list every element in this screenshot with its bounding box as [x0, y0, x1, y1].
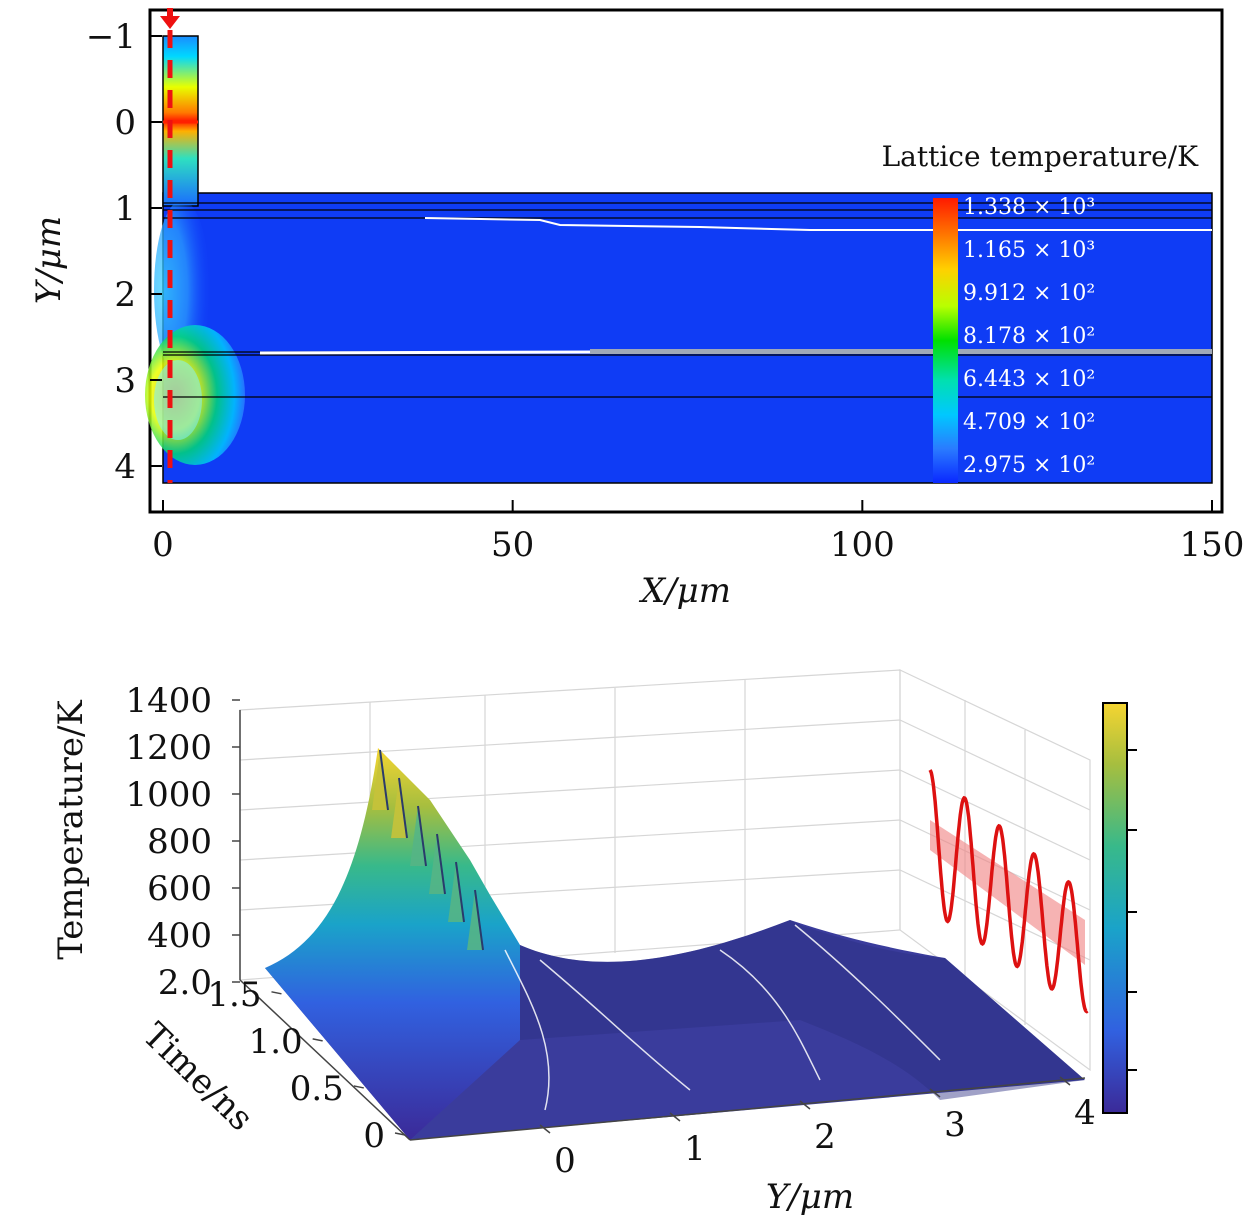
- z-axis-label: Temperature/K: [51, 700, 91, 960]
- y3-tick-label: 1: [684, 1129, 706, 1169]
- gray-band: [590, 349, 1212, 354]
- pulse-spike-edge: [379, 749, 389, 811]
- time-tick-label: 1.5: [207, 975, 261, 1015]
- surface-colorbar: [1102, 702, 1128, 1114]
- pulse-spike: [429, 834, 445, 894]
- colorbar-label: 6.443 × 10²: [963, 367, 1095, 392]
- heat-spread-core: [154, 360, 202, 440]
- pulse-spike: [372, 750, 388, 810]
- y-axis-ticks: −1 0 1 2 3 4: [86, 17, 162, 487]
- y-tick-label: 3: [114, 361, 136, 401]
- colorbar-label: 1.338 × 10³: [963, 195, 1095, 220]
- pulse-spike-edge: [398, 777, 408, 839]
- y3-tick-label: 2: [814, 1117, 836, 1157]
- y-tick-label: −1: [86, 17, 136, 57]
- z-tick-label: 800: [147, 822, 212, 862]
- pulse-spike-edge: [455, 861, 465, 923]
- colorbar-labels: 1.338 × 10³ 1.165 × 10³ 9.912 × 10² 8.178 ×…: [963, 195, 1095, 478]
- surface-contours: [504, 924, 941, 1111]
- y3-tick-mark: [1059, 1076, 1071, 1086]
- down-arrow-icon: [160, 8, 180, 29]
- device-wide-region: [162, 192, 1213, 484]
- y-tick-label: 0: [114, 103, 136, 143]
- surface-shading: [520, 920, 1085, 1100]
- z-tick-label: 600: [147, 869, 212, 909]
- y3-tick-mark: [929, 1088, 941, 1098]
- y3-tick-label: 0: [554, 1141, 576, 1181]
- colorbar-label: 2.975 × 10²: [963, 453, 1095, 478]
- projection-waveform: [928, 769, 1089, 1014]
- time-axis-label: Time/ns: [135, 1015, 261, 1139]
- y-tick-label: 1: [114, 189, 136, 229]
- x-axis-ticks: 0 50 100 150: [152, 500, 1244, 565]
- colorbar-label: 9.912 × 10²: [963, 281, 1095, 306]
- time-tick-mark: [353, 1085, 364, 1089]
- z-tick-label: 400: [147, 916, 212, 956]
- colorbar: [933, 198, 958, 483]
- time-tick-label: 0.5: [290, 1069, 344, 1109]
- colorbar-title: Lattice temperature/K: [882, 140, 1200, 173]
- time-tick-label: 1.0: [249, 1022, 303, 1062]
- z-tick-label: 2.0: [158, 963, 212, 1003]
- colorbar-label: 8.178 × 10²: [963, 324, 1095, 349]
- lattice-temperature-map: Lattice temperature/K 1.338 × 10³ 1.165 ×…: [29, 8, 1244, 611]
- x-tick-label: 50: [491, 525, 534, 565]
- pulse-spike: [467, 890, 483, 950]
- y-axis-label: Y/μm: [29, 216, 69, 304]
- pulse-spike-edge: [474, 889, 484, 951]
- surface-peak-region: [265, 748, 520, 1140]
- time-tick-mark: [312, 1038, 323, 1042]
- y-axis-line: [409, 1077, 1086, 1141]
- time-axis-ticks: 0 0.5 1.0 1.5: [207, 975, 406, 1156]
- pulse-spike: [410, 806, 426, 866]
- x-tick-label: 0: [152, 525, 174, 565]
- time-axis-line: [239, 979, 411, 1141]
- contour-line-upper: [424, 217, 1212, 231]
- pulse-spike-edge: [417, 805, 427, 867]
- y3-tick-label: 4: [1074, 1093, 1096, 1133]
- z-tick-label: 1200: [125, 728, 212, 768]
- x-axis-label: X/μm: [638, 571, 731, 611]
- y3-tick-mark: [799, 1100, 811, 1110]
- colorbar-label: 4.709 × 10²: [963, 410, 1095, 435]
- y3-tick-mark: [669, 1112, 681, 1122]
- z-tick-label: 1400: [125, 681, 212, 721]
- x-tick-label: 150: [1180, 525, 1245, 565]
- y-tick-label: 2: [114, 275, 136, 315]
- plot-frame: [148, 8, 1224, 514]
- pulse-spikes: [372, 749, 484, 951]
- pulse-spike-edge: [436, 833, 446, 895]
- colorbar-label: 1.165 × 10³: [963, 238, 1095, 263]
- z-tick-label: 1000: [125, 775, 212, 815]
- y-axis-ticks-3d: 0 1 2 3 4: [539, 1076, 1096, 1181]
- pulse-spike: [391, 778, 407, 838]
- y3-tick-label: 3: [944, 1105, 966, 1145]
- x-tick-label: 100: [830, 525, 895, 565]
- surface-colorbar-ticks: [1127, 749, 1137, 1071]
- y3-tick-mark: [539, 1124, 551, 1134]
- y-tick-label: 4: [114, 447, 136, 487]
- temperature-axis-ticks: 2.0 400 600 800 1000 1200 1400: [125, 681, 240, 1003]
- time-tick-mark: [394, 1132, 406, 1136]
- pulse-spike: [448, 862, 464, 922]
- temperature-surface-plot: 2.0 400 600 800 1000 1200 1400 0 0.5 1.0 1.5 0 1 2 3…: [51, 669, 1137, 1217]
- time-tick-label: 0: [363, 1116, 385, 1156]
- y-axis-label-3d: Y/μm: [766, 1177, 854, 1217]
- time-tick-mark: [271, 991, 282, 995]
